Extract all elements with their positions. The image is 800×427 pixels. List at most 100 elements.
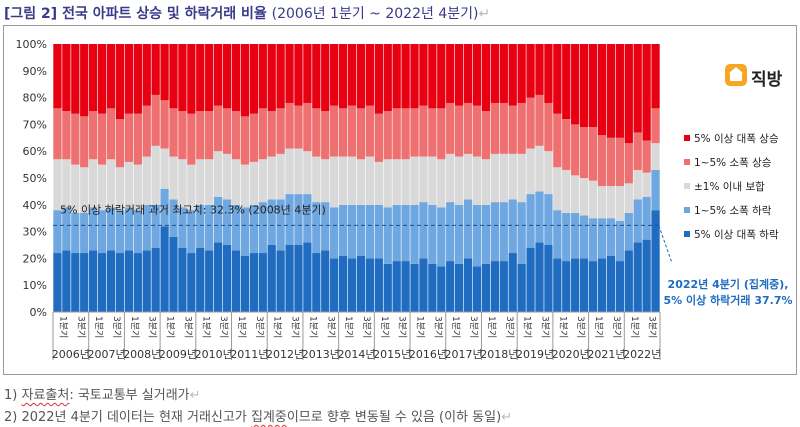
bar-segment (553, 258, 562, 312)
bar-segment (133, 44, 142, 114)
bar-segment (196, 247, 205, 312)
bar-segment (615, 220, 624, 262)
bar-segment (419, 202, 428, 259)
bar-segment (285, 148, 294, 195)
quarter-tick-label: 3분기 (361, 316, 372, 338)
y-tick-label: 70% (23, 118, 47, 131)
zigbang-logo: 직방 (725, 64, 791, 90)
bar-segment (267, 111, 276, 157)
year-tick-label: 2006년 (52, 348, 90, 361)
bar-segment (535, 145, 544, 192)
bar-segment (579, 215, 589, 259)
bar-segment (571, 44, 580, 125)
callout-leader (655, 215, 673, 264)
paragraph-mark-icon: ↵ (189, 388, 201, 403)
year-tick-label: 2010년 (195, 348, 233, 361)
legend-label: 5% 이상 대폭 하락 (694, 228, 779, 241)
bar-segment (446, 102, 455, 154)
bar-segment (106, 44, 116, 109)
bar-segment (89, 250, 98, 312)
year-tick-label: 2015년 (373, 348, 411, 361)
bar-segment (133, 253, 142, 312)
bar-segment (446, 202, 455, 262)
bar-segment (178, 207, 187, 248)
bar-segment (410, 263, 419, 312)
bar-segment (615, 186, 624, 221)
y-tick-label: 20% (23, 252, 47, 265)
year-tick-label: 2018년 (480, 348, 518, 361)
bar-segment (267, 156, 276, 200)
bar-segment (455, 156, 464, 205)
bar-segment (53, 159, 62, 211)
bar-segment (526, 97, 535, 149)
reference-line-label: 5% 이상 하락거래 과거 최고치: 32.3% (2008년 4분기) (60, 202, 326, 216)
bar-segment (481, 44, 491, 111)
bar-segment (410, 108, 419, 157)
bar-segment (347, 156, 357, 205)
quarter-tick-label: 1분기 (343, 316, 354, 338)
quarter-tick-label: 1분기 (379, 316, 390, 338)
bar-segment (205, 204, 214, 251)
bar-segment (428, 44, 437, 109)
year-tick-label: 2019년 (516, 348, 554, 361)
quarter-tick-label: 1분기 (486, 316, 497, 338)
bar-segment (205, 250, 214, 312)
bar-segment (481, 263, 491, 312)
bar-segment (588, 127, 598, 181)
bar-segment (446, 153, 455, 203)
bar-segment (481, 159, 491, 205)
bar-segment (53, 44, 62, 109)
bar-segment (178, 111, 187, 160)
quarter-tick-label: 3분기 (611, 316, 622, 338)
bar-segment (71, 212, 80, 254)
bar-segment (428, 204, 437, 264)
bar-segment (258, 253, 267, 312)
bar-segment (490, 153, 500, 203)
quarter-tick-label: 1분기 (450, 316, 461, 338)
bar-segment (392, 261, 401, 312)
bar-segment (526, 194, 535, 248)
bar-segment (71, 253, 80, 312)
bar-segment (392, 204, 401, 262)
bar-segment (151, 44, 160, 95)
bar-segment (97, 164, 107, 211)
bar-segment (588, 180, 598, 219)
bar-segment (437, 266, 446, 312)
bar-segment (472, 266, 482, 312)
bar-segment (71, 44, 80, 114)
bar-segment (321, 44, 330, 111)
bar-segment (624, 143, 633, 184)
bar-segment (294, 194, 303, 245)
bar-segment (151, 204, 160, 248)
bar-segment (365, 105, 375, 157)
bar-segment (633, 44, 642, 133)
bar-segment (338, 255, 348, 312)
bar-segment (374, 161, 383, 205)
bar-segment (187, 210, 196, 254)
quarter-tick-label: 3분기 (75, 316, 86, 338)
bar-segment (571, 124, 580, 176)
bar-segment (455, 204, 464, 264)
quarter-tick-label: 1분기 (557, 316, 568, 338)
bar-segment (151, 94, 160, 146)
bar-segment (437, 207, 446, 267)
bar-segment (535, 191, 544, 243)
bar-segment (463, 199, 473, 259)
bar-segment (312, 44, 321, 109)
bar-segment (383, 263, 392, 312)
bar-segment (97, 44, 107, 114)
bar-segment (53, 108, 62, 160)
bar-segment (446, 44, 455, 103)
bar-segment (472, 105, 482, 157)
y-tick-label: 40% (23, 199, 47, 212)
bar-segment (633, 242, 642, 312)
bar-segment (579, 44, 589, 128)
bar-segment (321, 250, 330, 312)
bar-segment (392, 108, 401, 160)
bar-segment (71, 113, 80, 165)
bar-segment (249, 204, 258, 254)
bar-segment (258, 108, 267, 160)
legend-label: 1~5% 소폭 하락 (694, 204, 772, 217)
bar-segment (249, 253, 258, 312)
bar-segment (142, 204, 151, 251)
